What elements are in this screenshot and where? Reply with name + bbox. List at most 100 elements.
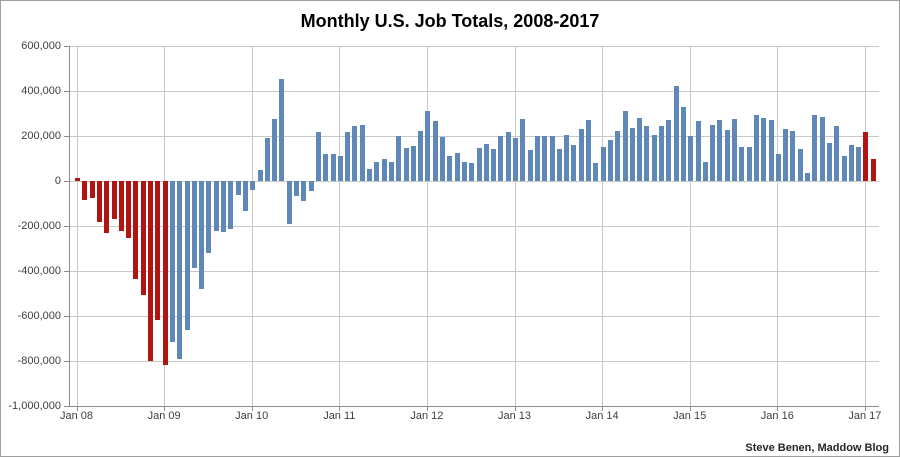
y-tick-mark [64, 46, 69, 47]
bar-jul-2008 [118, 181, 124, 231]
chart-credit: Steve Benen, Maddow Blog [745, 442, 889, 454]
x-tick-label: Jan 14 [585, 410, 619, 422]
x-tick-label: Jan 12 [410, 410, 444, 422]
bar-jun-2014 [637, 117, 643, 181]
bar-sep-2013 [571, 145, 577, 181]
x-tick-label: Jan 15 [673, 410, 707, 422]
bar-dec-2010 [330, 154, 336, 181]
bar-dec-2014 [680, 106, 686, 181]
x-gridline [426, 46, 428, 406]
bar-jan-2011 [337, 156, 343, 181]
x-gridline [514, 46, 516, 406]
bar-oct-2008 [140, 181, 146, 295]
bar-may-2008 [104, 181, 110, 233]
bar-may-2012 [454, 153, 460, 181]
bar-sep-2011 [396, 135, 402, 181]
bar-sep-2015 [746, 147, 752, 181]
x-gridline [864, 46, 866, 406]
y-axis-line [69, 46, 70, 406]
y-gridline [69, 181, 879, 182]
y-gridline [69, 46, 879, 47]
y-tick-label: -200,000 [17, 220, 61, 232]
x-tick-mark [339, 406, 341, 411]
bar-nov-2016 [848, 145, 854, 181]
bar-sep-2010 [308, 181, 314, 192]
bar-apr-2014 [622, 111, 628, 181]
bar-may-2009 [191, 181, 197, 268]
bar-jul-2010 [294, 181, 299, 196]
bar-jan-2014 [600, 147, 606, 181]
bar-oct-2009 [228, 181, 234, 230]
bar-jun-2009 [199, 181, 205, 289]
y-tick-mark [64, 91, 69, 92]
bar-mar-2008 [89, 181, 95, 198]
bar-apr-2008 [96, 181, 102, 222]
bar-jan-2009 [162, 181, 168, 366]
bar-apr-2010 [272, 119, 278, 181]
bar-mar-2015 [702, 162, 708, 181]
bar-oct-2013 [578, 128, 584, 181]
bar-apr-2013 [534, 136, 540, 181]
y-tick-label: 400,000 [21, 85, 61, 97]
y-tick-label: -400,000 [17, 265, 61, 277]
y-gridline [69, 136, 879, 137]
bar-mar-2010 [264, 138, 270, 181]
x-tick-label: Jan 08 [59, 410, 94, 422]
bar-sep-2009 [221, 181, 226, 232]
bar-nov-2009 [235, 181, 241, 195]
x-tick-mark [426, 406, 428, 411]
y-tick-label: 200,000 [21, 130, 61, 142]
bar-aug-2010 [301, 181, 307, 202]
bar-oct-2014 [666, 120, 672, 181]
bar-mar-2016 [790, 131, 796, 181]
bar-dec-2015 [768, 120, 774, 181]
y-tick-mark [64, 226, 69, 227]
bar-jan-2010 [250, 181, 256, 190]
bar-jul-2011 [381, 159, 387, 181]
y-tick-mark [64, 181, 69, 182]
bar-mar-2009 [177, 181, 183, 359]
x-tick-mark [514, 406, 516, 411]
bar-jun-2013 [549, 136, 555, 181]
y-gridline [69, 91, 879, 92]
bar-nov-2010 [323, 153, 329, 181]
x-tick-mark [864, 406, 866, 411]
x-tick-mark [689, 406, 691, 411]
bar-feb-2011 [345, 131, 351, 181]
bar-feb-2008 [82, 181, 88, 201]
bar-dec-2012 [505, 131, 511, 181]
bar-dec-2011 [418, 131, 424, 181]
x-tick-mark [602, 406, 604, 411]
x-gridline [339, 46, 341, 406]
bar-may-2015 [717, 119, 723, 181]
bar-jun-2016 [812, 115, 818, 181]
bar-jun-2011 [374, 162, 380, 181]
bar-dec-2009 [242, 181, 248, 212]
bar-nov-2008 [148, 181, 153, 361]
x-tick-mark [251, 406, 253, 411]
bar-nov-2015 [761, 118, 767, 181]
bar-aug-2016 [826, 142, 832, 181]
bar-aug-2014 [651, 135, 657, 181]
bar-mar-2013 [527, 149, 533, 181]
bar-apr-2012 [447, 156, 453, 181]
bar-apr-2015 [710, 124, 716, 181]
bar-aug-2009 [213, 181, 219, 231]
bar-feb-2013 [520, 118, 526, 181]
y-gridline [69, 361, 879, 362]
bar-sep-2012 [483, 144, 489, 181]
bar-feb-2017 [870, 158, 876, 181]
bar-aug-2008 [126, 181, 132, 239]
bar-feb-2012 [432, 120, 438, 181]
y-tick-mark [64, 361, 69, 362]
x-tick-label: Jan 11 [323, 410, 356, 422]
bar-feb-2014 [607, 140, 613, 181]
bar-dec-2016 [856, 146, 862, 181]
bar-jan-2012 [425, 111, 431, 181]
bar-feb-2009 [169, 181, 175, 342]
y-tick-mark [64, 406, 69, 407]
y-gridline [69, 271, 879, 272]
bar-oct-2010 [315, 131, 321, 181]
x-tick-label: Jan 16 [760, 410, 794, 422]
